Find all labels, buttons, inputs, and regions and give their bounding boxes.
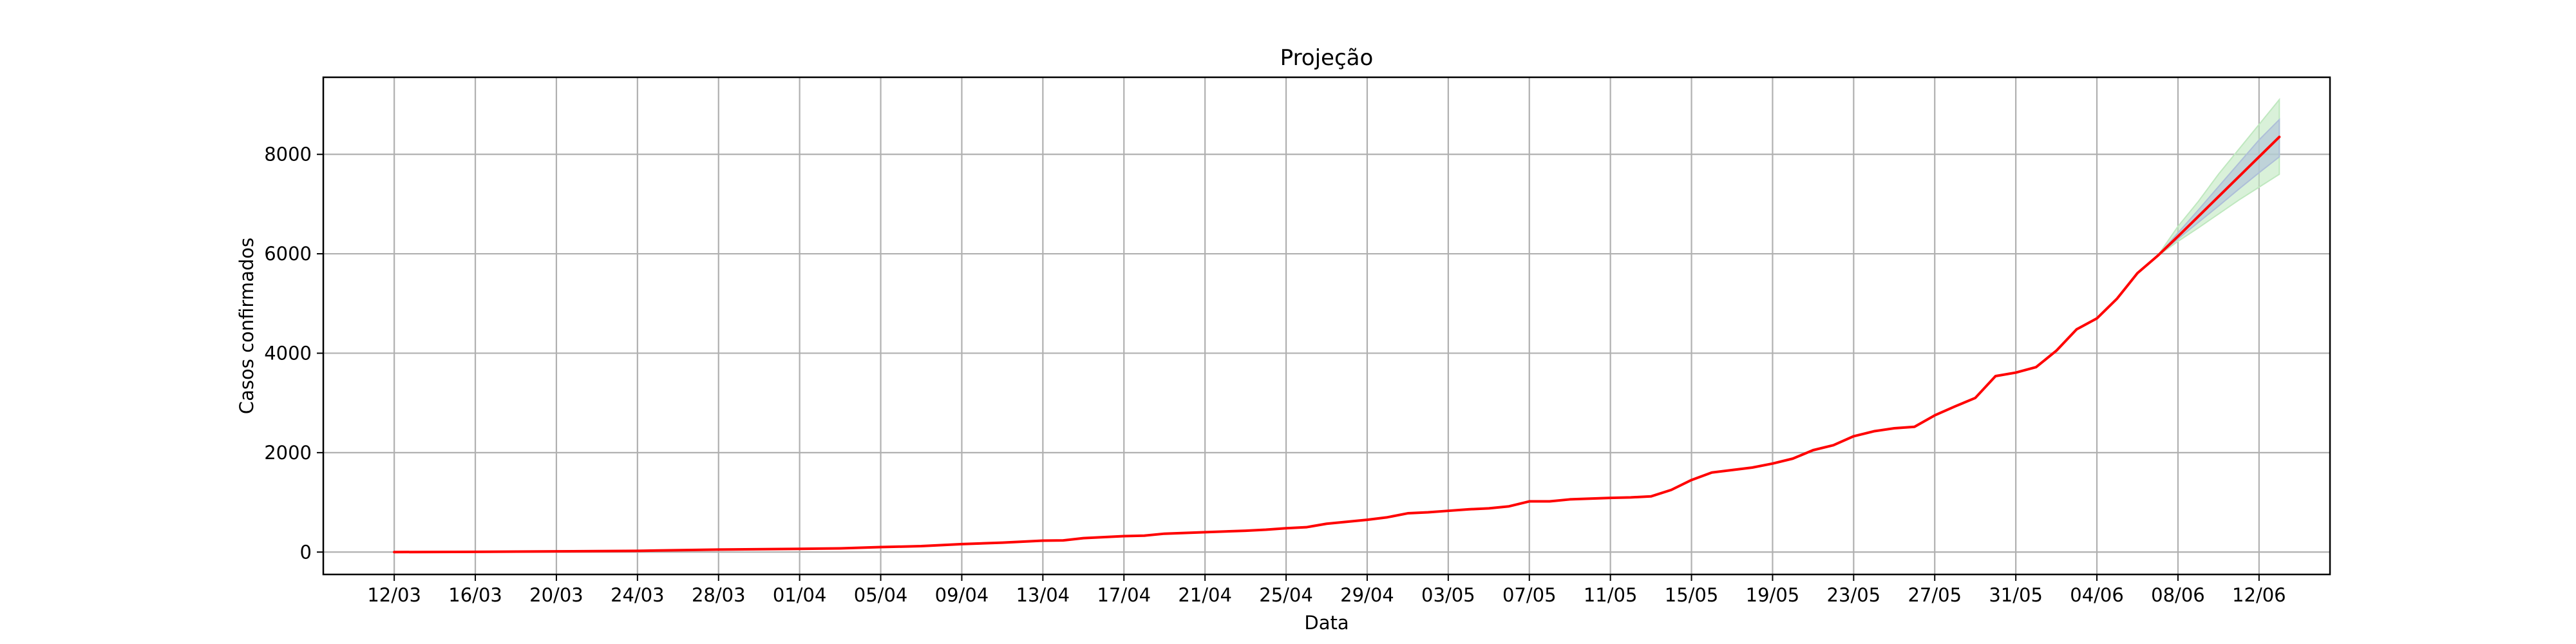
- chart-title: Projeção: [1280, 45, 1374, 71]
- y-tick-label: 6000: [264, 243, 312, 265]
- x-tick-label: 15/05: [1665, 584, 1719, 606]
- x-tick-label: 19/05: [1746, 584, 1800, 606]
- confidence-band-outer: [2157, 97, 2280, 256]
- x-tick-label: 28/03: [692, 584, 746, 606]
- plot-area-frame: [322, 76, 2331, 576]
- x-tick-label: 01/04: [773, 584, 827, 606]
- x-tick-label: 23/05: [1827, 584, 1881, 606]
- x-tick-label: 31/05: [1989, 584, 2043, 606]
- x-tick-label: 11/05: [1584, 584, 1638, 606]
- confidence-band-inner: [2157, 118, 2280, 256]
- x-tick-label: 17/04: [1097, 584, 1151, 606]
- x-tick-label: 12/06: [2232, 584, 2286, 606]
- y-axis-label: Casos confirmados: [236, 238, 258, 414]
- x-tick-label: 24/03: [611, 584, 665, 606]
- x-tick-label: 03/05: [1421, 584, 1475, 606]
- y-tick-label: 0: [300, 541, 312, 563]
- x-tick-label: 13/04: [1016, 584, 1070, 606]
- x-tick-label: 07/05: [1502, 584, 1557, 606]
- x-tick-label: 25/04: [1259, 584, 1313, 606]
- grid-layer: [323, 77, 2330, 574]
- x-tick-label: 08/06: [2151, 584, 2205, 606]
- x-tick-label: 21/04: [1178, 584, 1232, 606]
- y-tick-label: 4000: [264, 342, 312, 364]
- x-tick-label: 05/04: [854, 584, 908, 606]
- x-tick-label: 09/04: [935, 584, 989, 606]
- series-layer: [393, 135, 2281, 554]
- x-tick-label: 04/06: [2070, 584, 2124, 606]
- confidence-bands: [2157, 97, 2280, 256]
- series-line: [393, 135, 2281, 554]
- x-tick-label: 29/04: [1340, 584, 1394, 606]
- y-tick-label: 2000: [264, 442, 312, 464]
- x-tick-label: 12/03: [367, 584, 421, 606]
- y-tick-label: 8000: [264, 144, 312, 166]
- x-tick-label: 20/03: [529, 584, 583, 606]
- x-tick-label: 16/03: [448, 584, 502, 606]
- tick-layer: 12/03 16/03 20/03 24/03 28/03 01/04 05/04 09/04…: [264, 144, 2286, 606]
- x-axis-label: Data: [1304, 612, 1349, 634]
- x-tick-label: 27/05: [1908, 584, 1962, 606]
